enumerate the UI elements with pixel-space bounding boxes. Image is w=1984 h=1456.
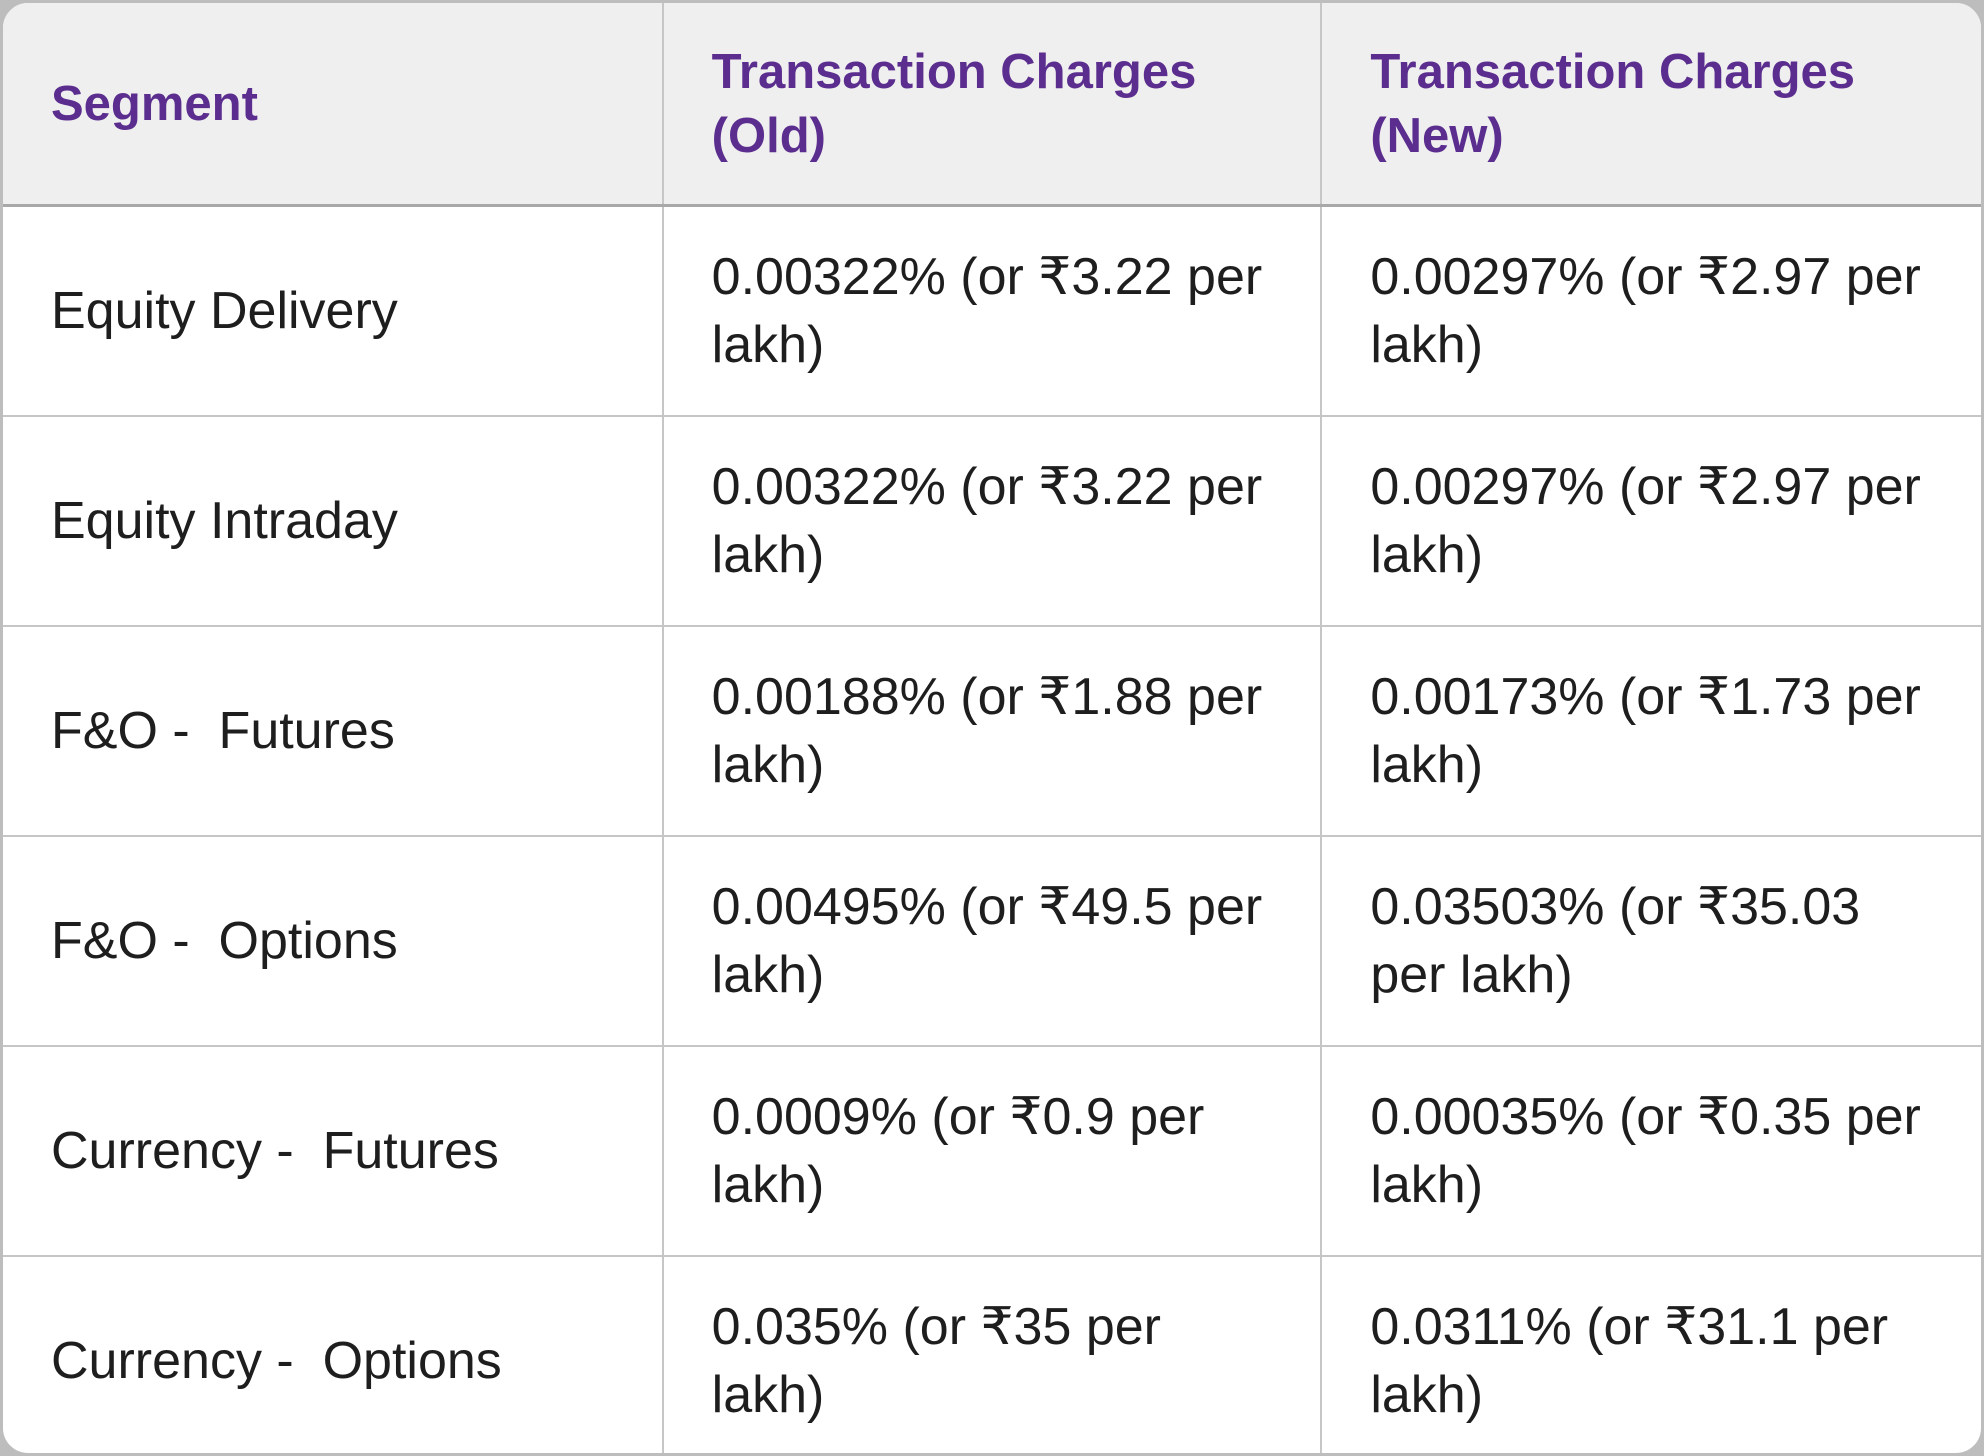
- col-header-segment: Segment: [3, 3, 664, 207]
- transaction-charges-table: Segment Transaction Charges (Old) Transa…: [3, 3, 1981, 1453]
- col-header-segment-label: Segment: [51, 76, 258, 131]
- old-charge-cell: 0.00322% (or ₹3.22 per lakh): [662, 415, 1323, 626]
- table-row-equity-delivery: Equity Delivery 0.00322% (or ₹3.22 per l…: [3, 205, 1981, 417]
- old-charge-cell: 0.035% (or ₹35 per lakh): [662, 1255, 1323, 1453]
- new-charge-cell: 0.00173% (or ₹1.73 per lakh): [1321, 625, 1981, 836]
- col-header-charges-new: Transaction Charges (New): [1321, 3, 1981, 207]
- col-header-charges-old: Transaction Charges (Old): [662, 3, 1323, 207]
- table-row-equity-intraday: Equity Intraday 0.00322% (or ₹3.22 per l…: [3, 415, 1981, 626]
- segment-cell: Currency - Futures: [3, 1045, 664, 1256]
- segment-cell: F&O - Options: [3, 835, 664, 1046]
- old-charge-cell: 0.00495% (or ₹49.5 per lakh): [662, 835, 1323, 1046]
- new-charge-cell: 0.03503% (or ₹35.03 per lakh): [1321, 835, 1981, 1046]
- new-charge-value: 0.00297% (or ₹2.97 per lakh): [1370, 458, 1921, 584]
- header-row: Segment Transaction Charges (Old) Transa…: [3, 3, 1981, 207]
- new-charge-cell: 0.00297% (or ₹2.97 per lakh): [1321, 206, 1981, 417]
- table-row-fo-futures: F&O - Futures 0.00188% (or ₹1.88 per lak…: [3, 625, 1981, 836]
- old-charge-value: 0.0009% (or ₹0.9 per lakh): [711, 1088, 1205, 1214]
- old-charge-value: 0.00188% (or ₹1.88 per lakh): [711, 668, 1263, 794]
- col-header-charges-old-label-line2: (Old): [711, 108, 826, 163]
- segment-cell: Currency - Options: [3, 1255, 664, 1453]
- old-charge-value: 0.035% (or ₹35 per lakh): [711, 1298, 1161, 1424]
- col-header-charges-new-label-line2: (New): [1370, 108, 1504, 163]
- old-charge-value: 0.00322% (or ₹3.22 per lakh): [711, 248, 1263, 374]
- new-charge-value: 0.0311% (or ₹31.1 per lakh): [1370, 1298, 1889, 1424]
- col-header-charges-old-label: Transaction Charges: [711, 44, 1197, 99]
- new-charge-value: 0.00173% (or ₹1.73 per lakh): [1370, 668, 1921, 794]
- segment-cell: Equity Delivery: [3, 205, 664, 416]
- table-row-fo-options: F&O - Options 0.00495% (or ₹49.5 per lak…: [3, 835, 1981, 1046]
- old-charge-value: 0.00322% (or ₹3.22 per lakh): [711, 458, 1263, 584]
- new-charge-cell: 0.00297% (or ₹2.97 per lakh): [1321, 415, 1981, 626]
- new-charge-value: 0.00035% (or ₹0.35 per lakh): [1370, 1088, 1921, 1214]
- segment-cell: Equity Intraday: [3, 415, 664, 626]
- old-charge-cell: 0.00188% (or ₹1.88 per lakh): [662, 625, 1323, 836]
- new-charge-value: 0.03503% (or ₹35.03 per lakh): [1370, 878, 1861, 1004]
- old-charge-value: 0.00495% (or ₹49.5 per lakh): [711, 878, 1263, 1004]
- new-charge-cell: 0.0311% (or ₹31.1 per lakh): [1321, 1255, 1981, 1453]
- old-charge-cell: 0.00322% (or ₹3.22 per lakh): [662, 205, 1323, 416]
- table-row-currency-futures: Currency - Futures 0.0009% (or ₹0.9 per …: [3, 1045, 1981, 1256]
- segment-cell: F&O - Futures: [3, 625, 664, 836]
- old-charge-cell: 0.0009% (or ₹0.9 per lakh): [662, 1045, 1323, 1256]
- table-row-currency-options: Currency - Options 0.035% (or ₹35 per la…: [3, 1255, 1981, 1453]
- col-header-charges-new-label: Transaction Charges: [1370, 44, 1856, 99]
- new-charge-cell: 0.00035% (or ₹0.35 per lakh): [1321, 1045, 1981, 1256]
- new-charge-value: 0.00297% (or ₹2.97 per lakh): [1370, 248, 1921, 374]
